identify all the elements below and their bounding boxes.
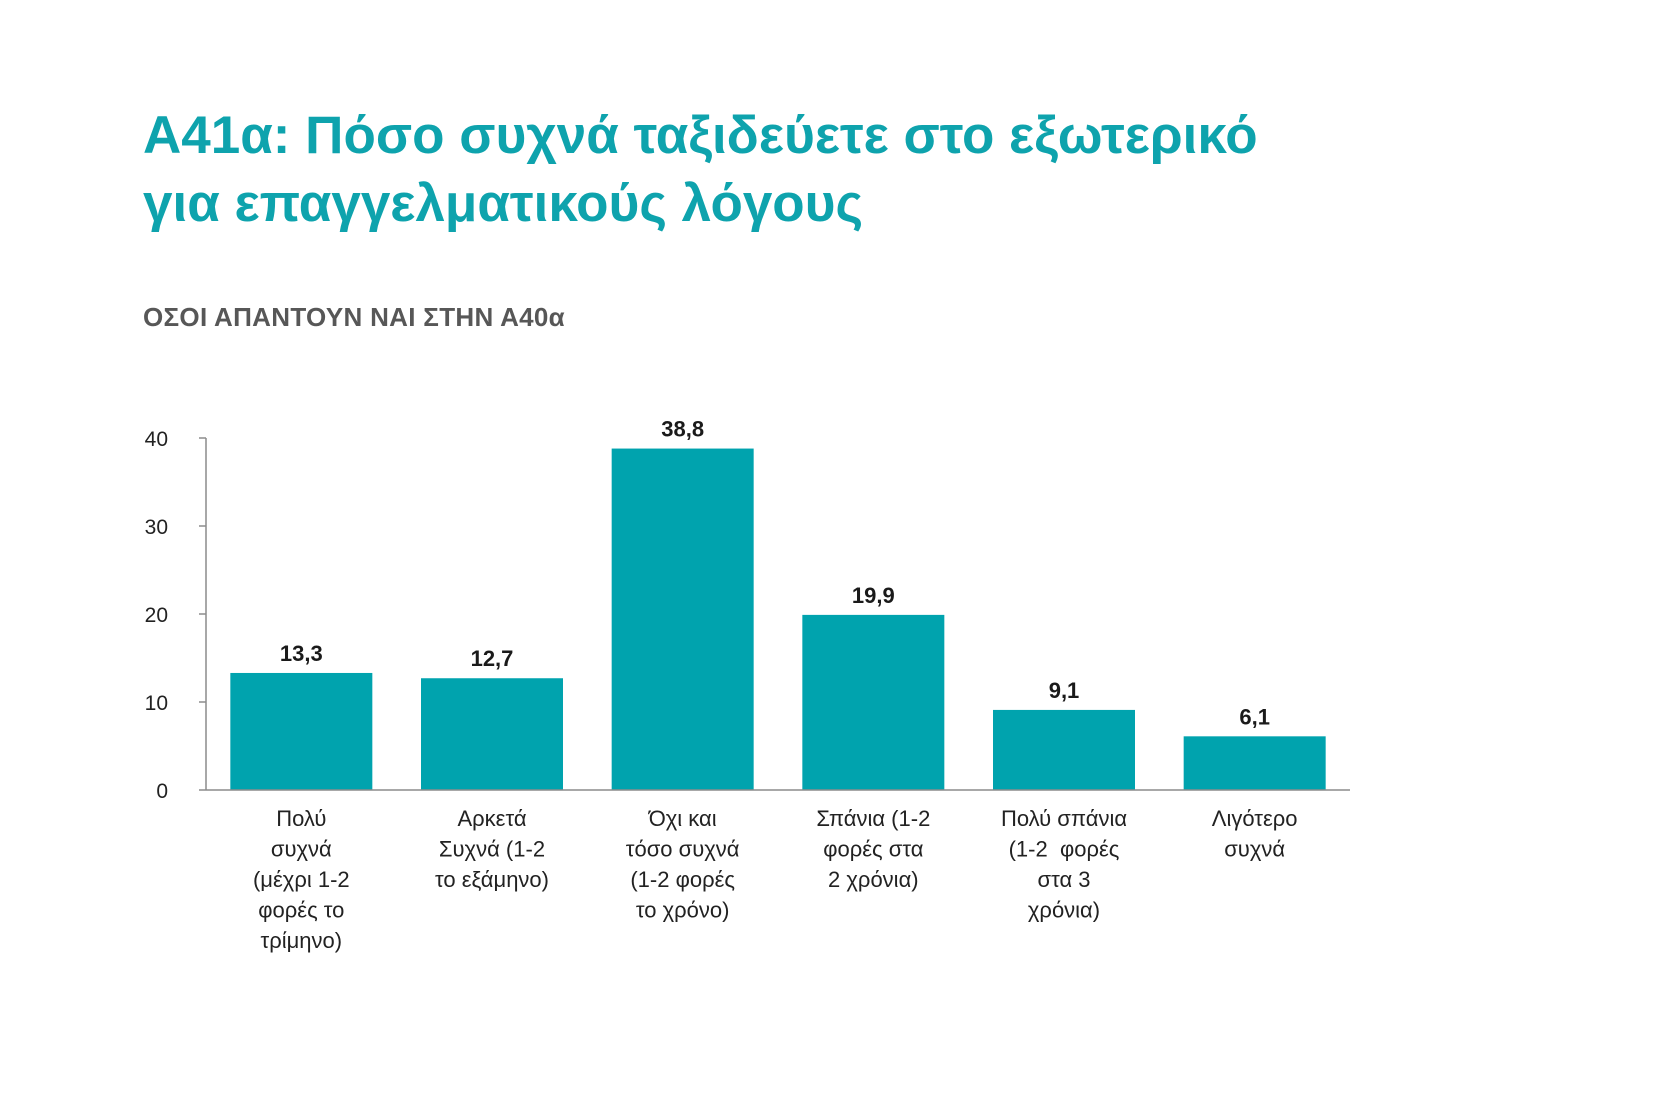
page-title: Α41α: Πόσο συχνά ταξιδεύετε στο εξωτερικ…	[143, 102, 1443, 238]
title-line-1: Α41α: Πόσο συχνά ταξιδεύετε στο εξωτερικ…	[143, 106, 1258, 165]
x-tick-label: Αρκετά Συχνά (1-2 το εξάμηνο)	[435, 806, 549, 892]
y-tick-label: 10	[145, 692, 168, 715]
y-tick-label: 20	[145, 604, 168, 627]
bar	[1183, 736, 1326, 790]
y-tick-label: 30	[145, 516, 168, 539]
x-tick-label: Πολύ συχνά (μέχρι 1-2 φορές το τρίμηνο)	[253, 806, 350, 953]
x-tick-label: Πολύ σπάνια (1-2 φορές στα 3 χρόνια)	[1001, 806, 1127, 923]
data-label: 9,1	[1049, 678, 1080, 703]
bar	[993, 709, 1135, 790]
x-tick-label: Λιγότερο συχνά	[1212, 806, 1298, 862]
bar	[421, 678, 563, 790]
x-tick-label: Σπάνια (1-2 φορές στα 2 χρόνια)	[816, 806, 930, 892]
data-label: 19,9	[852, 583, 895, 608]
chart-subtitle: ΟΣΟΙ ΑΠΑΝΤΟΥΝ ΝΑΙ ΣΤΗΝ Α40α	[143, 302, 565, 332]
data-label: 13,3	[280, 641, 323, 666]
title-line-2: για επαγγελματικούς λόγους	[143, 174, 864, 233]
y-tick-label: 0	[156, 780, 168, 803]
bar	[611, 448, 754, 790]
y-tick-label: 40	[145, 428, 168, 451]
x-tick-label: Όχι και τόσο συχνά (1-2 φορές το χρόνο)	[626, 806, 740, 923]
bar	[230, 672, 373, 790]
bar	[802, 614, 945, 790]
data-label: 38,8	[661, 417, 704, 442]
data-label: 12,7	[471, 646, 514, 671]
data-label: 6,1	[1239, 704, 1270, 729]
